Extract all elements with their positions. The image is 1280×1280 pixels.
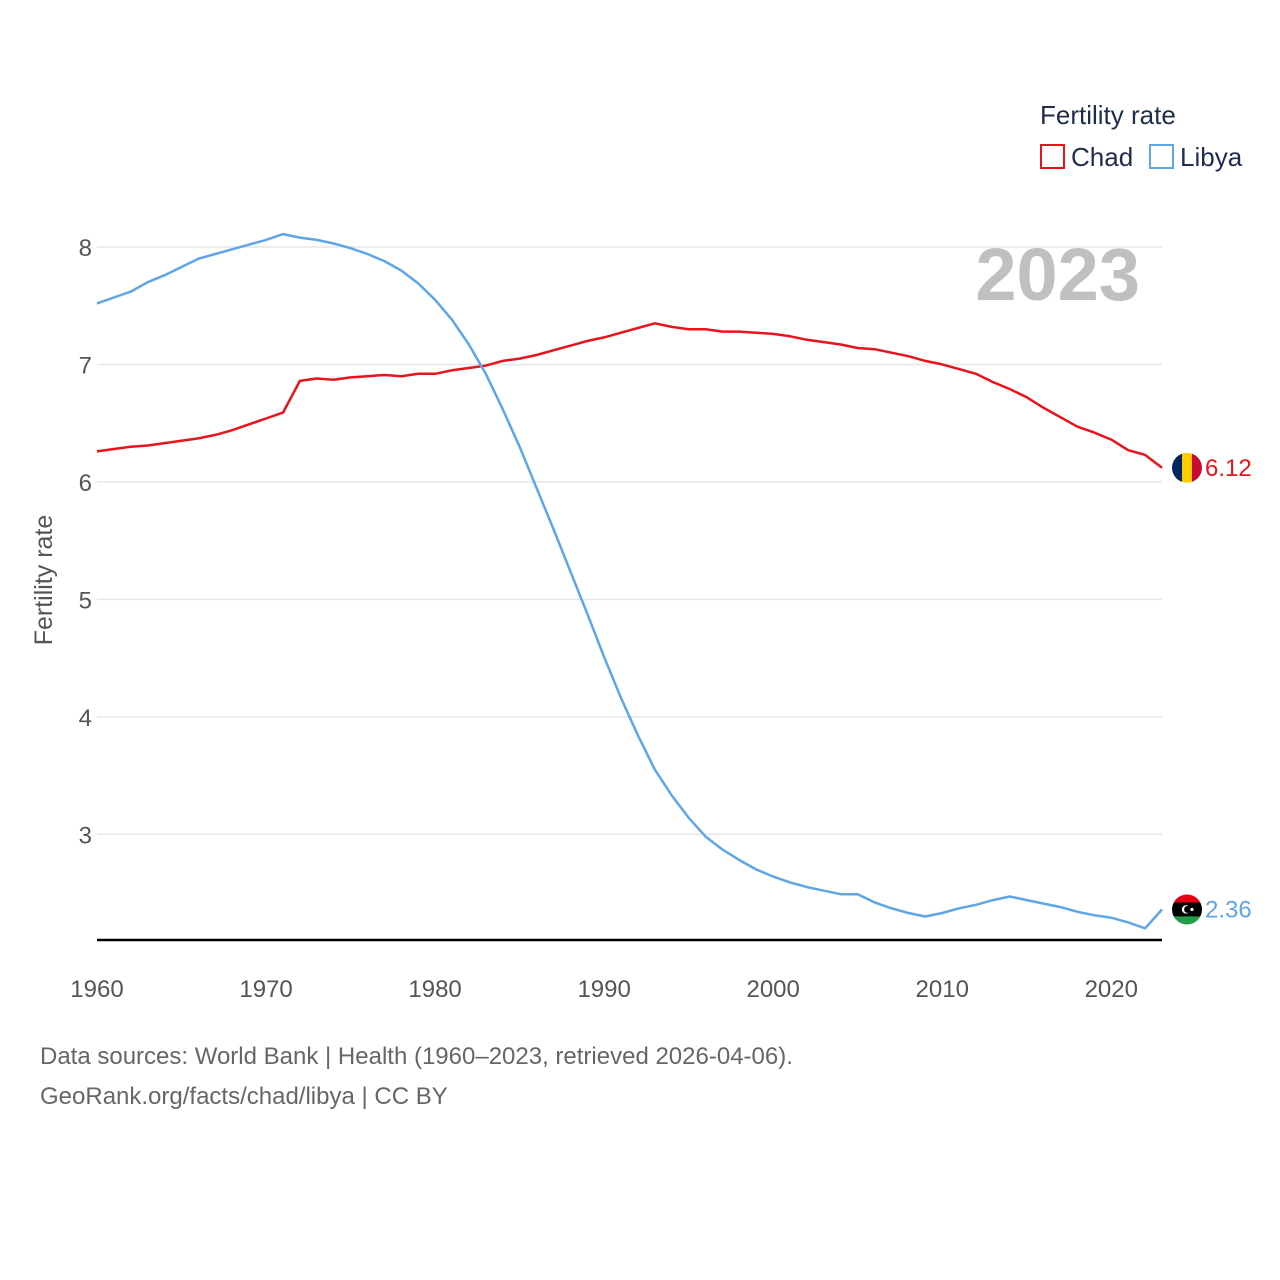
series-end-markers: 6.12 2.36 bbox=[1172, 452, 1252, 925]
y-tick-label-8: 8 bbox=[79, 235, 92, 262]
x-tick-label-2020: 2020 bbox=[1085, 976, 1138, 1003]
y-axis-ticks: 3 4 5 6 7 8 bbox=[79, 235, 92, 849]
end-value-label-libya: 2.36 bbox=[1205, 896, 1252, 923]
x-tick-label-1990: 1990 bbox=[577, 976, 630, 1003]
y-tick-label-6: 6 bbox=[79, 470, 92, 497]
y-tick-label-4: 4 bbox=[79, 705, 92, 732]
series-line-libya[interactable] bbox=[96, 232, 1163, 930]
legend-swatch-chad bbox=[1040, 144, 1065, 169]
y-tick-label-5: 5 bbox=[79, 587, 92, 614]
end-value-label-chad: 6.12 bbox=[1205, 455, 1252, 482]
series-lines bbox=[96, 232, 1163, 930]
x-tick-label-2000: 2000 bbox=[746, 976, 799, 1003]
gridlines bbox=[97, 246, 1162, 836]
legend: Fertility rate Chad Libya bbox=[1040, 100, 1243, 172]
y-axis-title: Fertility rate bbox=[30, 515, 58, 646]
footer-attribution: GeoRank.org/facts/chad/libya | CC BY bbox=[40, 1083, 448, 1110]
y-tick-label-3: 3 bbox=[79, 822, 92, 849]
legend-item-chad[interactable]: Chad bbox=[1040, 142, 1133, 172]
x-tick-label-1980: 1980 bbox=[408, 976, 461, 1003]
x-tick-label-2010: 2010 bbox=[916, 976, 969, 1003]
x-tick-label-1970: 1970 bbox=[239, 976, 292, 1003]
legend-swatch-libya bbox=[1149, 144, 1174, 169]
x-axis-ticks: 1960 1970 1980 1990 2000 2010 2020 bbox=[70, 976, 1138, 1003]
legend-label-libya: Libya bbox=[1180, 142, 1243, 172]
legend-label-chad: Chad bbox=[1071, 142, 1133, 172]
legend-item-libya[interactable]: Libya bbox=[1149, 142, 1243, 172]
current-year-label: 2023 bbox=[975, 233, 1140, 316]
libya-flag-icon bbox=[1172, 894, 1202, 925]
footer-sources: Data sources: World Bank | Health (1960–… bbox=[40, 1043, 793, 1070]
legend-title: Fertility rate bbox=[1040, 100, 1176, 130]
y-tick-label-7: 7 bbox=[79, 352, 92, 379]
series-line-chad[interactable] bbox=[96, 322, 1163, 469]
x-tick-label-1960: 1960 bbox=[70, 976, 123, 1003]
chad-flag-icon bbox=[1172, 452, 1202, 483]
